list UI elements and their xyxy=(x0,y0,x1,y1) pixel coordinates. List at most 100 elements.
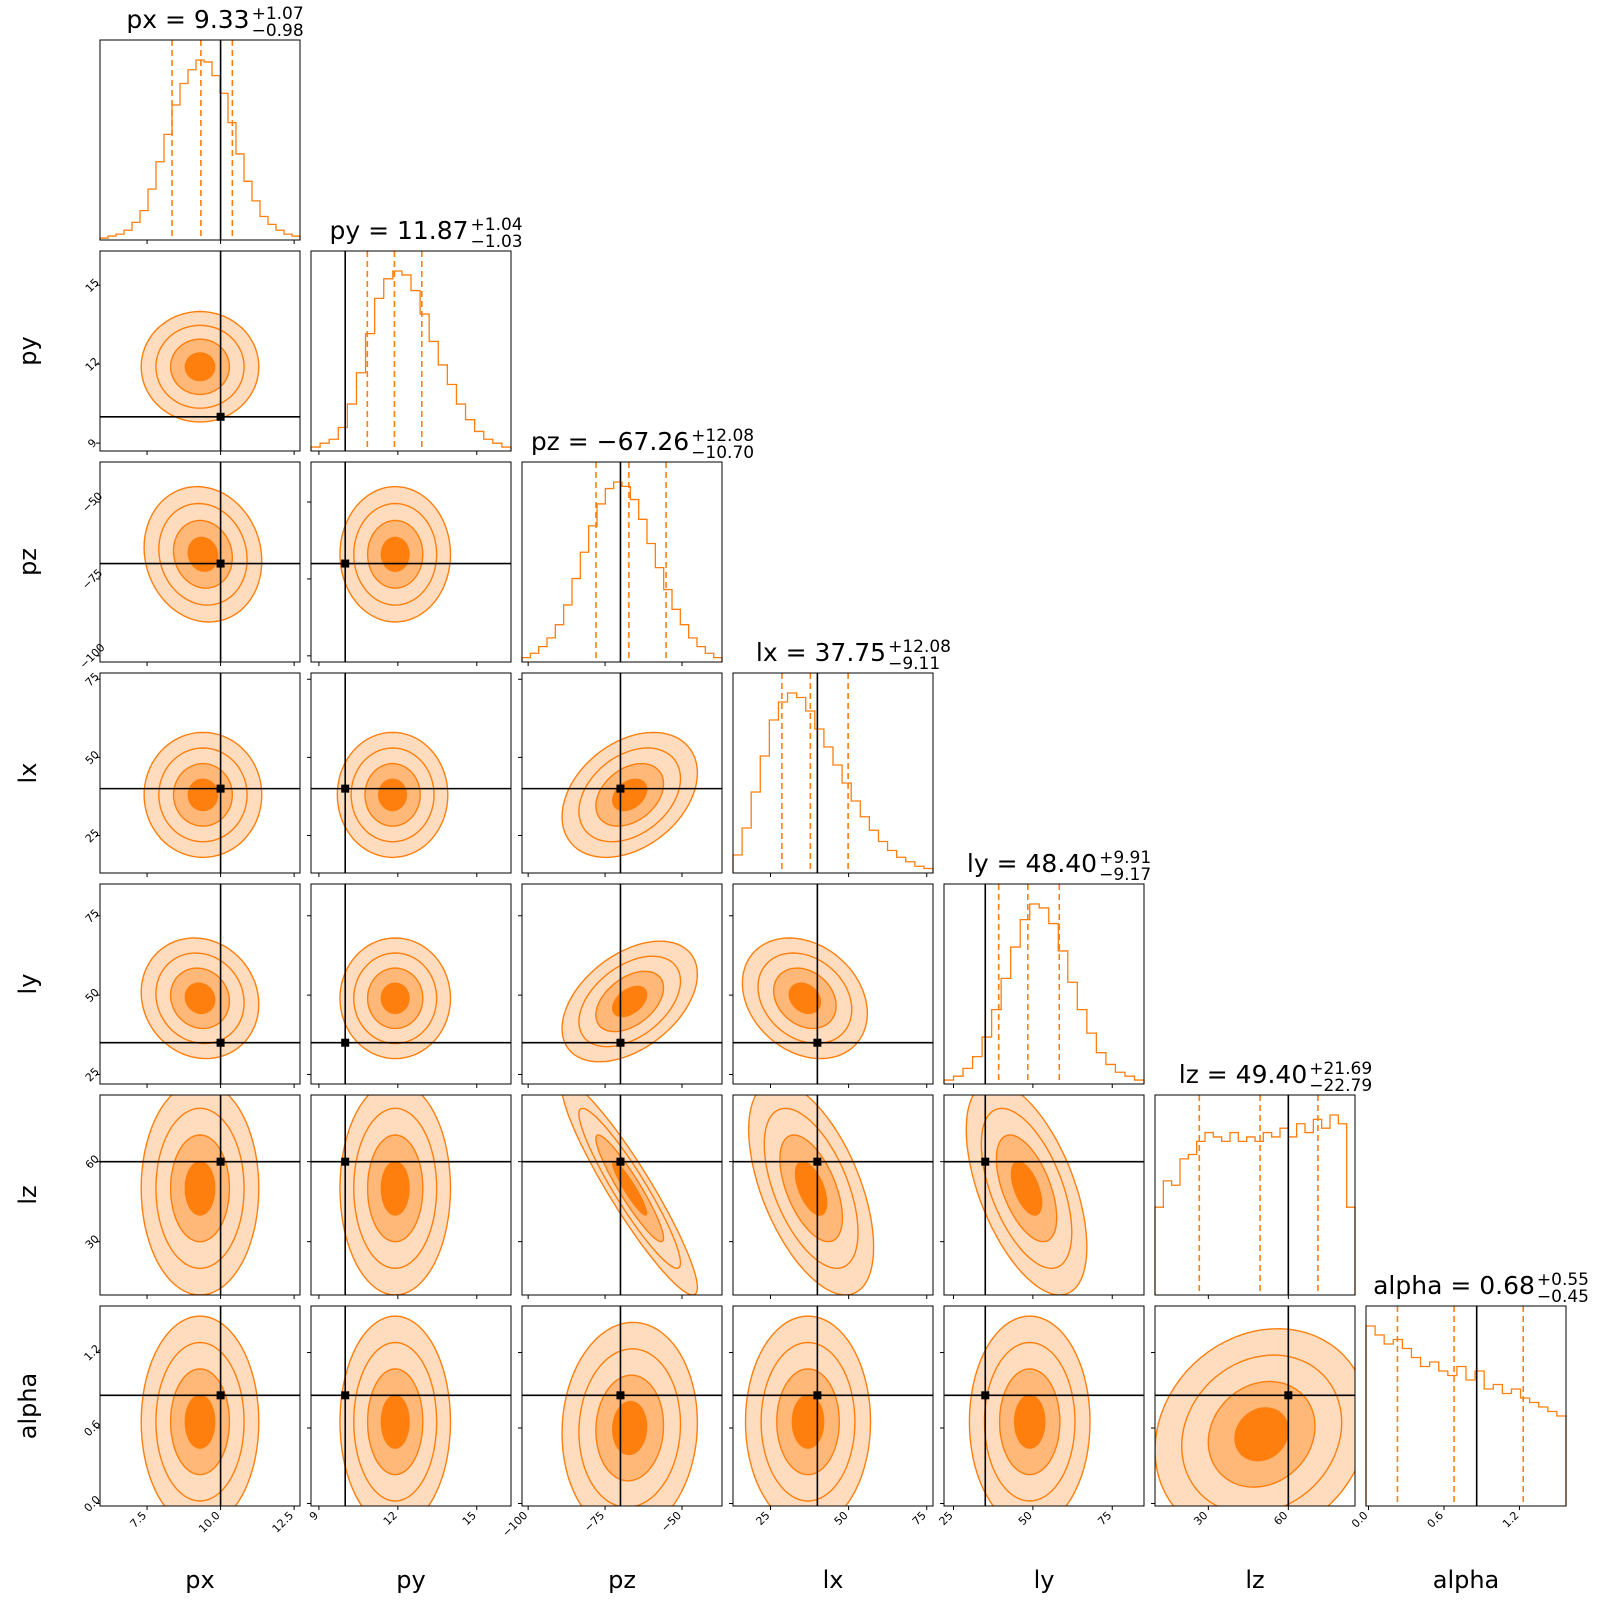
panel-frame xyxy=(99,461,301,663)
y-axis-label-alpha: alpha xyxy=(14,1373,42,1440)
y-axis-label-lx: lx xyxy=(14,763,42,784)
y-tick-label: 25 xyxy=(83,826,102,845)
truth-marker xyxy=(616,1038,625,1047)
y-tick-label: 15 xyxy=(83,276,102,295)
contour-panel-lx-lz xyxy=(732,1094,934,1296)
title-text: pz = −67.26 xyxy=(531,427,689,456)
panel-frame xyxy=(99,1305,301,1507)
contour-panel-lx-ly xyxy=(732,883,934,1085)
hist-step-lx xyxy=(732,692,934,873)
contour-0p5sigma xyxy=(187,778,219,812)
hist-panel-lz: lz = 49.40 +21.69−22.79 xyxy=(1154,1059,1372,1296)
panel-frame xyxy=(732,1094,934,1296)
truth-marker xyxy=(341,784,350,793)
x-tick-label: 60 xyxy=(1271,1509,1290,1528)
truth-marker xyxy=(981,1391,990,1400)
contour-fills xyxy=(100,884,300,1084)
contour-fills xyxy=(311,673,511,873)
title-plus: +12.08 xyxy=(888,637,951,657)
hist-step-pz xyxy=(521,481,723,662)
truth-marker xyxy=(216,559,225,568)
contour-fills xyxy=(1155,1306,1355,1506)
title-minus: −0.98 xyxy=(252,21,304,41)
panel-frame xyxy=(521,672,723,874)
contour-panel-py-alpha xyxy=(310,1305,512,1507)
panel-title: pz = −67.26 +12.08−10.70 xyxy=(531,426,754,463)
contour-panel-pz-ly xyxy=(521,883,723,1085)
y-tick-label: 25 xyxy=(83,1065,102,1084)
truth-marker xyxy=(341,1038,350,1047)
contour-panel-px-alpha xyxy=(99,1305,301,1507)
contour-0p5sigma xyxy=(184,982,216,1015)
panel-frame xyxy=(521,1305,723,1507)
panel-frame xyxy=(310,461,512,663)
contour-0p5sigma xyxy=(791,1394,825,1449)
panel-title: lz = 49.40 +21.69−22.79 xyxy=(1179,1059,1372,1096)
x-tick-label: 25 xyxy=(754,1509,773,1528)
contour-panel-py-lz xyxy=(310,1094,512,1296)
contour-fills xyxy=(100,673,300,873)
contour-0p5sigma xyxy=(380,536,410,572)
contour-fills xyxy=(100,462,300,662)
panel-title: alpha = 0.68 +0.55−0.45 xyxy=(1373,1270,1589,1307)
title-minus: −1.03 xyxy=(471,232,523,252)
contour-panel-lx-alpha xyxy=(732,1305,934,1507)
panel-frame xyxy=(732,1305,934,1507)
contour-fills xyxy=(522,884,722,1084)
contour-panel-py-pz xyxy=(310,461,512,663)
hist-step-ly xyxy=(943,903,1145,1084)
contour-panel-py-ly xyxy=(310,883,512,1085)
panel-frame xyxy=(99,39,301,241)
truth-marker xyxy=(341,1157,350,1166)
contour-fills xyxy=(311,1095,511,1295)
contour-0p5sigma xyxy=(184,352,216,382)
contour-0p5sigma xyxy=(1234,1407,1290,1462)
panel-title: lx = 37.75 +12.08−9.11 xyxy=(756,637,951,674)
contour-fills xyxy=(733,1095,933,1295)
hist-panel-ly: ly = 48.40 +9.91−9.17 xyxy=(943,848,1151,1085)
truth-marker xyxy=(216,784,225,793)
truth-marker xyxy=(813,1391,822,1400)
hist-step-alpha xyxy=(1365,1325,1567,1506)
x-tick-label: 75 xyxy=(1095,1509,1114,1528)
x-tick-label: 1.2 xyxy=(1500,1509,1522,1531)
panel-frame xyxy=(310,250,512,452)
contour-panel-px-ly xyxy=(99,883,301,1085)
truth-marker xyxy=(216,412,225,421)
contour-fills xyxy=(100,1095,300,1295)
truth-marker xyxy=(616,784,625,793)
y-tick-label: −100 xyxy=(77,641,108,672)
title-text: alpha = 0.68 xyxy=(1373,1271,1535,1300)
contour-0p5sigma xyxy=(184,1160,216,1216)
x-tick-label: 50 xyxy=(832,1509,851,1528)
hist-panel-pz: pz = −67.26 +12.08−10.70 xyxy=(521,426,754,663)
truth-marker xyxy=(981,1157,990,1166)
contour-0p5sigma xyxy=(380,1394,410,1449)
y-axis-label-ly: ly xyxy=(14,974,42,995)
contour-0p5sigma xyxy=(1010,1161,1043,1216)
panel-frame xyxy=(310,672,512,874)
title-minus: −9.17 xyxy=(1099,865,1151,885)
hist-panel-py: py = 11.87 +1.04−1.03 xyxy=(310,215,523,452)
title-text: ly = 48.40 xyxy=(967,849,1097,878)
panel-frame xyxy=(1154,1305,1356,1507)
panel-frame xyxy=(943,1094,1145,1296)
x-tick-label: 30 xyxy=(1191,1509,1210,1528)
title-text: lz = 49.40 xyxy=(1179,1060,1307,1089)
contour-panel-lz-alpha xyxy=(1154,1305,1356,1507)
panel-frame xyxy=(99,1094,301,1296)
x-tick-label: −50 xyxy=(659,1509,685,1535)
title-minus: −10.70 xyxy=(691,443,754,463)
y-axis-label-lz: lz xyxy=(14,1185,42,1204)
x-axis-label-py: py xyxy=(396,1566,425,1594)
panel-frame xyxy=(310,1094,512,1296)
y-tick-label: −75 xyxy=(80,566,106,592)
contour-fills xyxy=(311,884,511,1084)
truth-marker xyxy=(616,1157,625,1166)
x-tick-label: −75 xyxy=(582,1509,608,1535)
contour-panel-px-pz xyxy=(99,461,301,663)
contour-fills xyxy=(311,462,511,662)
panel-frame xyxy=(521,1094,723,1296)
title-plus: +12.08 xyxy=(691,426,754,446)
